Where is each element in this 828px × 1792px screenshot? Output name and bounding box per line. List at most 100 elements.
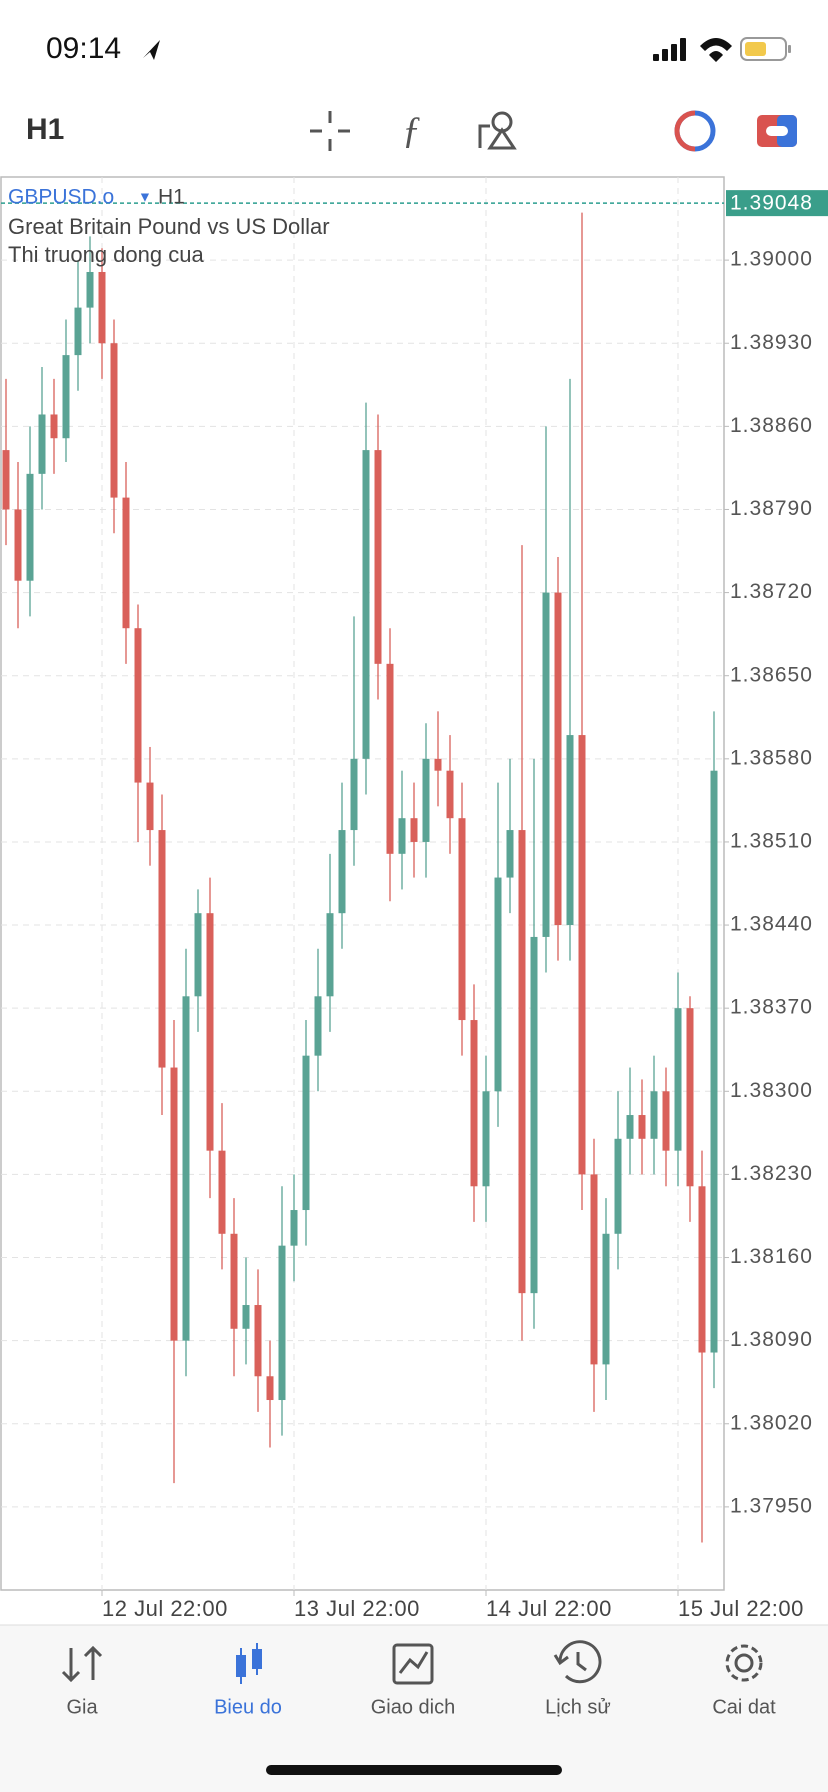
symbol[interactable]: GBPUSD.o: [8, 186, 114, 209]
candle-body: [122, 497, 130, 629]
candle-body: [422, 758, 430, 842]
candle-body: [26, 473, 34, 581]
y-tick-label: 1.38930: [730, 331, 813, 354]
candle-body: [290, 1210, 298, 1246]
objects-button[interactable]: [478, 111, 517, 150]
x-tick-label: 15 Jul 22:00: [678, 1596, 804, 1621]
candle-body: [38, 414, 46, 474]
y-tick-label: 1.38090: [730, 1328, 813, 1351]
candle-body: [50, 414, 58, 439]
candle-body: [710, 770, 718, 1353]
candle-body: [398, 818, 406, 854]
candle-body: [338, 830, 346, 914]
y-tick-label: 1.38510: [730, 829, 813, 852]
nav-item[interactable]: Giao dich: [371, 1696, 456, 1718]
candle-body: [482, 1091, 490, 1187]
chart-frame: [0, 176, 725, 1591]
y-tick-label: 1.38230: [730, 1162, 813, 1185]
candle-body: [434, 758, 442, 771]
candle-body: [506, 830, 514, 878]
candle-body: [98, 271, 106, 344]
candle-body: [302, 1055, 310, 1211]
candle-body: [410, 818, 418, 842]
candle-body: [638, 1115, 646, 1139]
nav-item[interactable]: Lịch sử: [545, 1696, 611, 1718]
y-tick-label: 1.38020: [730, 1411, 813, 1434]
candle-body: [230, 1233, 238, 1329]
candle-body: [14, 509, 22, 581]
candle-body: [614, 1138, 622, 1234]
chart-icon[interactable]: [236, 1643, 262, 1684]
candle-body: [530, 936, 538, 1294]
quotes-icon[interactable]: [61, 1645, 103, 1683]
y-tick-label: 1.38790: [730, 497, 813, 520]
candle-body: [542, 592, 550, 937]
candle-body: [62, 355, 70, 439]
candle-body: [470, 1020, 478, 1187]
candle-body: [74, 307, 82, 356]
nav-item[interactable]: Gia: [66, 1696, 98, 1718]
candle-body: [110, 343, 118, 498]
x-tick-label: 12 Jul 22:00: [102, 1596, 228, 1621]
x-tick-label: 14 Jul 22:00: [486, 1596, 612, 1621]
bid-label-bg: [726, 190, 828, 217]
y-tick-label: 1.37950: [730, 1494, 813, 1517]
candle-body: [146, 782, 154, 831]
candle-body: [386, 663, 394, 854]
candle-body: [518, 830, 526, 1294]
market-status: Thi truong dong cua: [8, 242, 204, 267]
candle-body: [266, 1376, 274, 1401]
candle-body: [86, 271, 94, 308]
indicators-button[interactable]: ƒ: [402, 110, 421, 152]
trade-button[interactable]: [757, 115, 797, 147]
nav-item[interactable]: Cai dat: [712, 1696, 776, 1718]
symbol-description: Great Britain Pound vs US Dollar: [8, 214, 330, 239]
candle-body: [494, 877, 502, 1092]
candle-body: [446, 770, 454, 819]
y-tick-label: 1.38160: [730, 1245, 813, 1268]
candle-body: [242, 1305, 250, 1329]
nav-item[interactable]: Bieu do: [214, 1696, 282, 1718]
candle-body: [626, 1115, 634, 1139]
candle-body: [278, 1245, 286, 1401]
candle-body: [326, 913, 334, 997]
y-tick-label: 1.38440: [730, 913, 813, 936]
y-tick-label: 1.38300: [730, 1079, 813, 1102]
candle-body: [350, 758, 358, 831]
candle-body: [674, 1008, 682, 1151]
y-tick-label: 1.38580: [730, 746, 813, 769]
battery-icon: [740, 37, 791, 61]
x-tick-label: 13 Jul 22:00: [294, 1596, 420, 1621]
trade-icon[interactable]: [392, 1643, 434, 1685]
y-tick-label: 1.38650: [730, 663, 813, 686]
candle-body: [650, 1091, 658, 1139]
y-tick-label: 1.38370: [730, 996, 813, 1019]
crosshair-button[interactable]: [310, 111, 350, 151]
history-icon[interactable]: [553, 1640, 602, 1684]
candle-body: [698, 1186, 706, 1353]
candle-body: [218, 1150, 226, 1234]
candle-body: [374, 450, 382, 664]
candle-body: [254, 1305, 262, 1377]
candle-body: [590, 1174, 598, 1365]
y-tick-label: 1.38720: [730, 580, 813, 603]
wifi-icon: [700, 38, 732, 62]
one-click-button[interactable]: [674, 110, 716, 152]
candle-body: [158, 830, 166, 1068]
candle-body: [182, 996, 190, 1341]
chart-timeframe: H1: [158, 186, 185, 209]
candle-body: [662, 1091, 670, 1151]
candle-body: [566, 735, 574, 926]
symbol-dropdown[interactable]: ▼: [138, 189, 152, 205]
candle-body: [314, 996, 322, 1056]
nav-bar: [0, 1625, 828, 1792]
home-indicator: [266, 1765, 562, 1775]
settings-icon[interactable]: [725, 1644, 763, 1682]
candle-body: [170, 1067, 178, 1341]
candle-body: [554, 592, 562, 926]
candle-body: [578, 735, 586, 1175]
candle-body: [194, 913, 202, 997]
timeframe-button[interactable]: H1: [26, 113, 64, 146]
candle-body: [134, 628, 142, 783]
